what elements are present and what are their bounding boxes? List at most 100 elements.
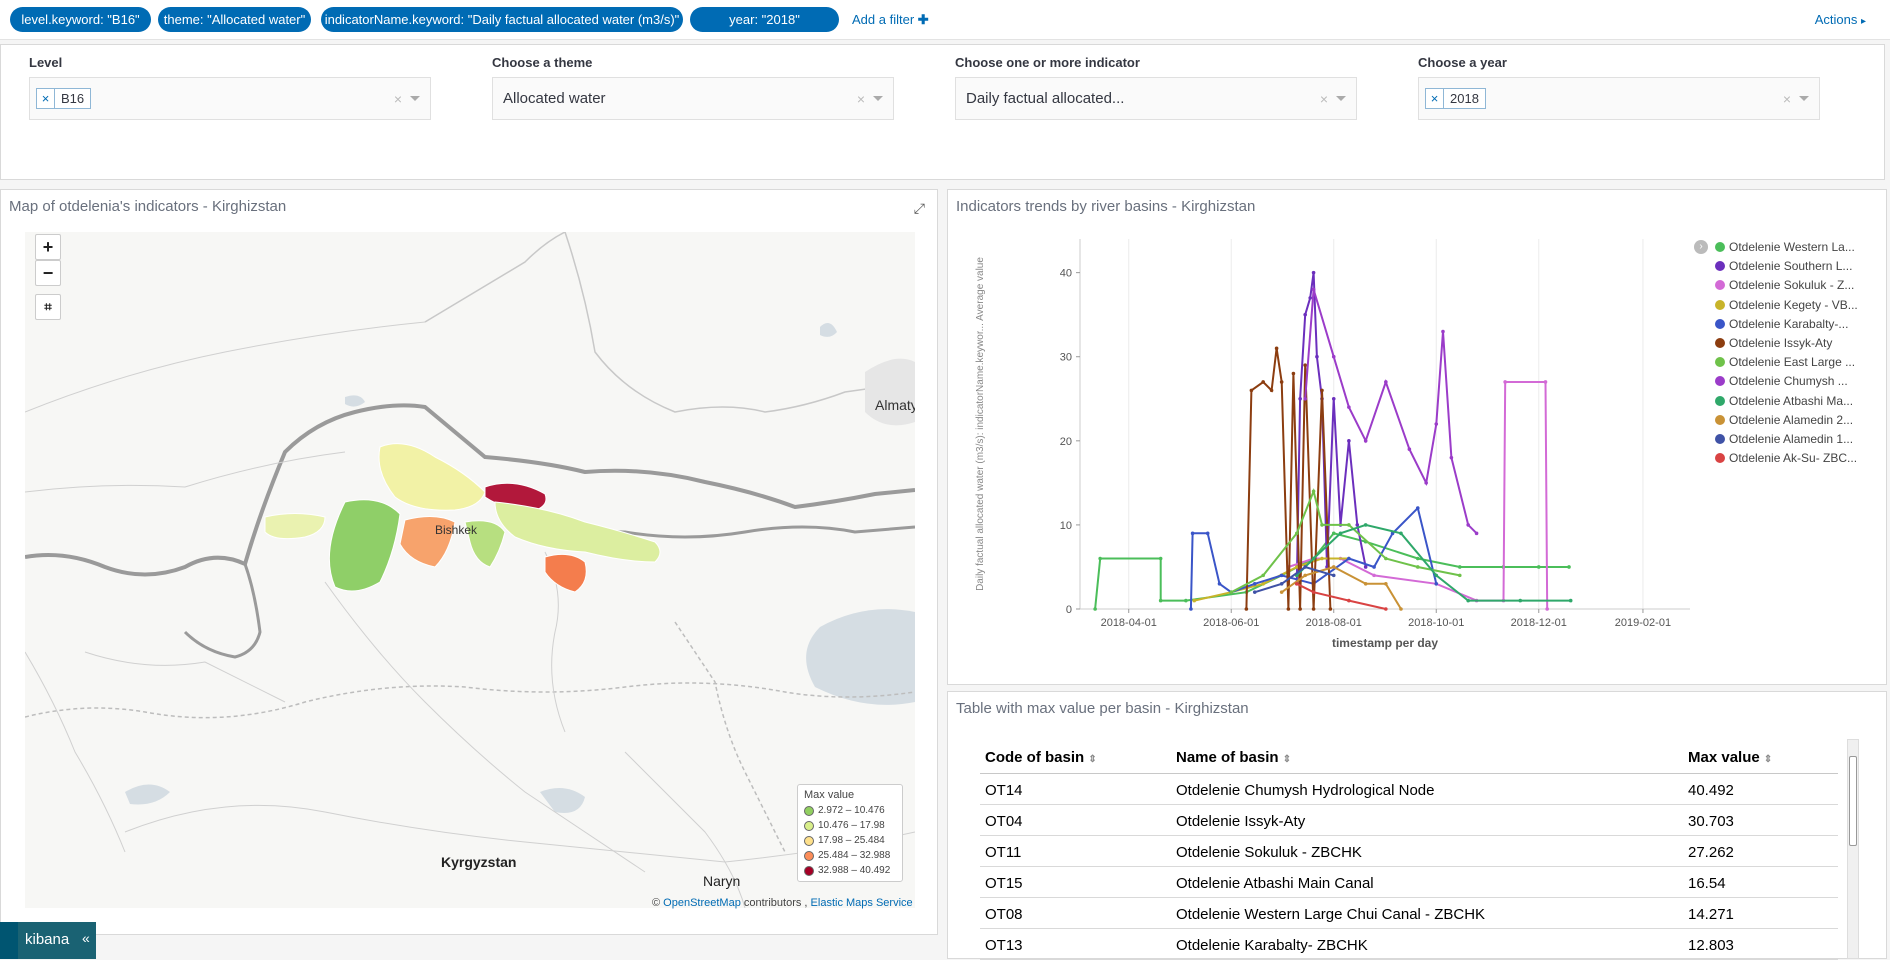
- year-select[interactable]: × 2018 ×: [1418, 77, 1820, 120]
- data-point: [1347, 523, 1351, 527]
- region-yellow: [378, 443, 486, 511]
- chevron-down-icon[interactable]: [1336, 96, 1346, 101]
- zoom-in-button[interactable]: +: [35, 234, 61, 260]
- data-point: [1311, 607, 1316, 611]
- clear-icon[interactable]: ×: [1782, 91, 1791, 107]
- clear-icon[interactable]: ×: [856, 91, 865, 107]
- data-point: [1355, 523, 1360, 527]
- data-point: [1457, 565, 1462, 569]
- kibana-logo-bar[interactable]: kibana «: [0, 922, 96, 959]
- map-canvas[interactable]: Almaty Bishkek Kyrgyzstan Naryn: [25, 232, 915, 908]
- chevron-down-icon[interactable]: [410, 96, 420, 101]
- legend-swatch: [1715, 338, 1725, 348]
- filter-pill-year[interactable]: year: "2018": [690, 7, 839, 32]
- legend-swatch: [804, 850, 814, 861]
- table-header-divider: [980, 773, 1838, 774]
- column-header-max[interactable]: Max value ⇕: [1688, 749, 1772, 766]
- tag-remove-icon[interactable]: ×: [1426, 89, 1444, 108]
- place-label: Almaty: [875, 397, 915, 413]
- legend-swatch: [1715, 453, 1725, 464]
- legend-title: Max value: [804, 789, 855, 801]
- legend-row: 10.476 – 17.98: [804, 818, 896, 833]
- chart-legend-item[interactable]: Otdelenie Sokuluk - Z...: [1715, 278, 1854, 292]
- chevron-down-icon[interactable]: [873, 96, 883, 101]
- zoom-out-button[interactable]: −: [35, 260, 61, 286]
- scrollbar-thumb[interactable]: [1849, 756, 1857, 846]
- data-point: [1294, 531, 1299, 536]
- place-label: Kyrgyzstan: [441, 854, 516, 870]
- legend-label: Otdelenie Chumysh ...: [1729, 374, 1848, 389]
- crop-icon[interactable]: ⌗: [35, 294, 61, 320]
- column-header-name[interactable]: Name of basin ⇕: [1176, 749, 1291, 766]
- data-point: [1338, 531, 1343, 536]
- theme-select[interactable]: Allocated water ×: [492, 77, 894, 120]
- clear-icon[interactable]: ×: [1319, 91, 1328, 107]
- tag-remove-icon[interactable]: ×: [37, 89, 55, 108]
- data-point: [1093, 607, 1097, 611]
- data-point: [1466, 598, 1470, 603]
- level-select[interactable]: × B16 ×: [29, 77, 431, 120]
- sort-icon[interactable]: ⇕: [1088, 754, 1097, 765]
- collapse-icon[interactable]: «: [82, 930, 90, 946]
- data-point: [1311, 489, 1316, 494]
- chart-legend-item[interactable]: Otdelenie Alamedin 2...: [1715, 413, 1853, 427]
- add-filter-button[interactable]: Add a filter ✚: [852, 12, 929, 28]
- chart-legend-item[interactable]: Otdelenie Southern L...: [1715, 259, 1852, 273]
- actions-label: Actions: [1814, 12, 1858, 27]
- column-header-code[interactable]: Code of basin ⇕: [985, 749, 1097, 766]
- data-point: [1286, 607, 1291, 611]
- data-point: [1331, 531, 1336, 536]
- chart-legend-item[interactable]: Otdelenie Ak-Su- ZBC...: [1715, 451, 1857, 465]
- chart-legend-item[interactable]: Otdelenie Chumysh ...: [1715, 374, 1848, 388]
- legend-label: Otdelenie Southern L...: [1729, 259, 1853, 274]
- data-point: [1399, 607, 1403, 611]
- data-point: [1384, 380, 1388, 384]
- data-point: [1261, 581, 1265, 586]
- chart-legend-item[interactable]: Otdelenie Kegety - VB...: [1715, 298, 1858, 312]
- filter-pill-indicator[interactable]: indicatorName.keyword: "Daily factual al…: [321, 7, 683, 32]
- filter-pill-theme[interactable]: theme: "Allocated water": [158, 7, 311, 32]
- table-cell-code: OT04: [985, 813, 1023, 830]
- chevron-down-icon[interactable]: [1799, 96, 1809, 101]
- legend-swatch: [1715, 357, 1725, 368]
- chart-legend-item[interactable]: Otdelenie Atbashi Ma...: [1715, 394, 1853, 408]
- data-point: [1205, 531, 1210, 536]
- clear-icon[interactable]: ×: [393, 91, 402, 107]
- chart-legend-item[interactable]: Otdelenie Issyk-Aty: [1715, 336, 1832, 350]
- osm-link[interactable]: OpenStreetMap: [663, 897, 741, 909]
- table-title: Table with max value per basin - Kirghiz…: [956, 700, 1249, 717]
- legend-toggle-icon[interactable]: ›: [1694, 240, 1708, 254]
- lake: [125, 784, 170, 805]
- chart-legend-item[interactable]: Otdelenie Karabalty-...: [1715, 317, 1848, 331]
- expand-icon[interactable]: ⤢: [913, 200, 925, 216]
- attribution-text: contributors ,: [743, 897, 808, 909]
- legend-label: Otdelenie Karabalty-...: [1729, 316, 1849, 331]
- data-point: [1184, 598, 1188, 603]
- chart-legend-item[interactable]: Otdelenie East Large ...: [1715, 355, 1855, 369]
- series-line: [1304, 289, 1478, 535]
- actions-button[interactable]: Actions ▸: [1815, 12, 1866, 27]
- chart-legend-item[interactable]: Otdelenie Alamedin 1...: [1715, 432, 1853, 446]
- data-point: [1311, 270, 1316, 275]
- data-point: [1466, 523, 1470, 527]
- data-point: [1244, 607, 1249, 611]
- data-point: [1424, 481, 1428, 485]
- data-point: [1331, 565, 1336, 569]
- table-row: OT13 Otdelenie Karabalty- ZBCHK 12.803: [980, 929, 1838, 960]
- table-cell-max: 16.54: [1688, 875, 1726, 892]
- chart-legend-item[interactable]: Otdelenie Western La...: [1715, 240, 1855, 254]
- table-cell-max: 40.492: [1688, 782, 1734, 799]
- filter-pill-level[interactable]: level.keyword: "B16": [10, 7, 151, 32]
- sort-icon[interactable]: ⇕: [1763, 754, 1773, 765]
- legend-row: 25.484 – 32.988: [804, 848, 896, 863]
- trend-chart[interactable]: 0 10 20 30 40 2018-04-01 2018-06-01 2018-08-01 2…: [947, 189, 1887, 685]
- legend-label: Otdelenie Western La...: [1729, 240, 1855, 254]
- sort-icon[interactable]: ⇕: [1282, 754, 1292, 765]
- y-axis-title: Daily factual allocated water (m3/s): in…: [975, 257, 986, 591]
- copyright-symbol: ©: [652, 897, 661, 909]
- indicator-select[interactable]: Daily factual allocated... ×: [955, 77, 1357, 120]
- legend-swatch: [1715, 434, 1725, 444]
- legend-swatch: [804, 820, 814, 831]
- ems-link[interactable]: Elastic Maps Service: [810, 897, 913, 909]
- table-cell-name: Otdelenie Sokuluk - ZBCHK: [1176, 844, 1362, 861]
